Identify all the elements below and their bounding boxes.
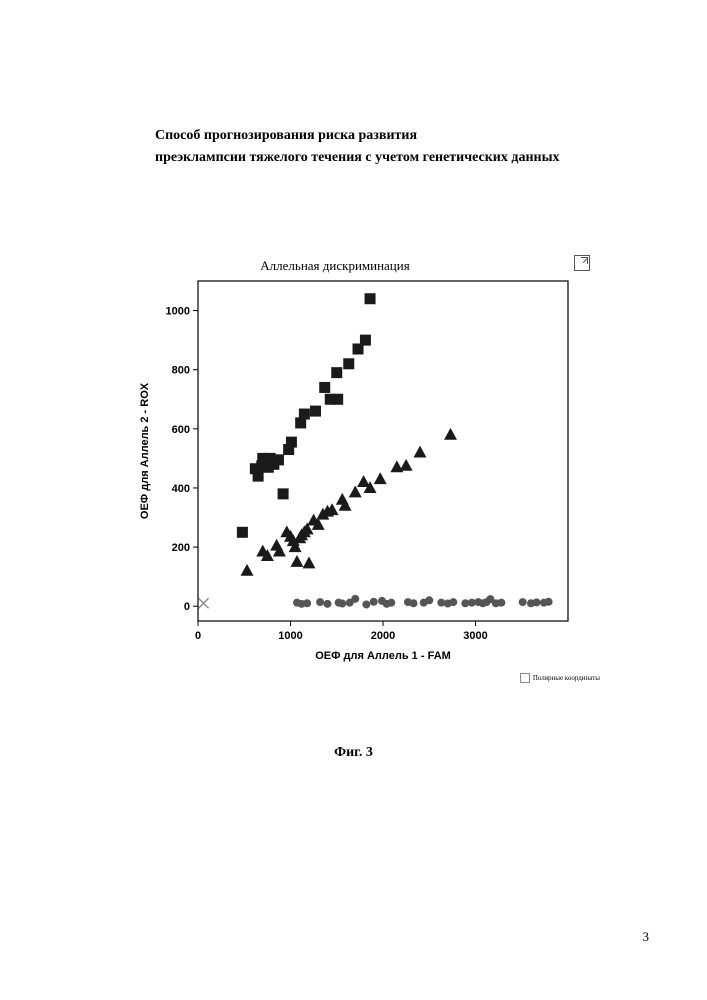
svg-text:1000: 1000 [166,306,190,318]
scatter-chart: Аллельная дискриминация 0 1000 2000 3000 0 20… [120,255,590,675]
svg-text:1000: 1000 [278,630,302,642]
polar-label: Полярные координаты [533,674,600,682]
svg-text:ОЕФ для Аллель 2 - ROX: ОЕФ для Аллель 2 - ROX [139,382,151,519]
polar-coords-toggle[interactable]: Полярные координаты [520,673,600,683]
svg-text:600: 600 [172,424,190,436]
document-title: Способ прогнозирования риска развития пр… [155,125,585,170]
export-icon[interactable] [574,255,590,271]
svg-text:2000: 2000 [371,630,395,642]
svg-text:ОЕФ для Аллель 1 - FAM: ОЕФ для Аллель 1 - FAM [315,650,451,662]
chart-title: Аллельная дискриминация [120,258,550,274]
page-number: 3 [643,929,650,945]
svg-text:200: 200 [172,542,190,554]
svg-text:3000: 3000 [463,630,487,642]
svg-text:0: 0 [195,630,201,642]
chart-svg: 0 1000 2000 3000 0 200 400 600 800 1000 ОЕФ для Ал… [120,255,590,675]
svg-text:400: 400 [172,483,190,495]
svg-text:0: 0 [184,601,190,613]
checkbox-icon [520,673,530,683]
title-line-2: преэклампсии тяжелого течения с учетом г… [155,147,585,169]
svg-text:800: 800 [172,365,190,377]
page: Способ прогнозирования риска развития пр… [0,0,707,1000]
title-line-1: Способ прогнозирования риска развития [155,125,585,147]
figure-caption: Фиг. 3 [0,745,707,761]
